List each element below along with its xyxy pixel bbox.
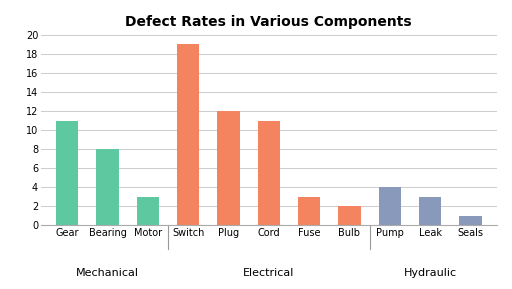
Bar xyxy=(137,197,159,225)
Text: Mechanical: Mechanical xyxy=(76,268,139,278)
Bar xyxy=(419,197,441,225)
Bar xyxy=(56,121,78,225)
Bar xyxy=(96,149,119,225)
Bar xyxy=(298,197,320,225)
Title: Defect Rates in Various Components: Defect Rates in Various Components xyxy=(125,15,412,29)
Bar xyxy=(258,121,280,225)
Bar xyxy=(338,206,360,225)
Text: Hydraulic: Hydraulic xyxy=(403,268,457,278)
Bar xyxy=(177,44,199,225)
Bar xyxy=(218,111,240,225)
Bar xyxy=(459,216,481,225)
Text: Electrical: Electrical xyxy=(243,268,294,278)
Bar xyxy=(379,187,401,225)
